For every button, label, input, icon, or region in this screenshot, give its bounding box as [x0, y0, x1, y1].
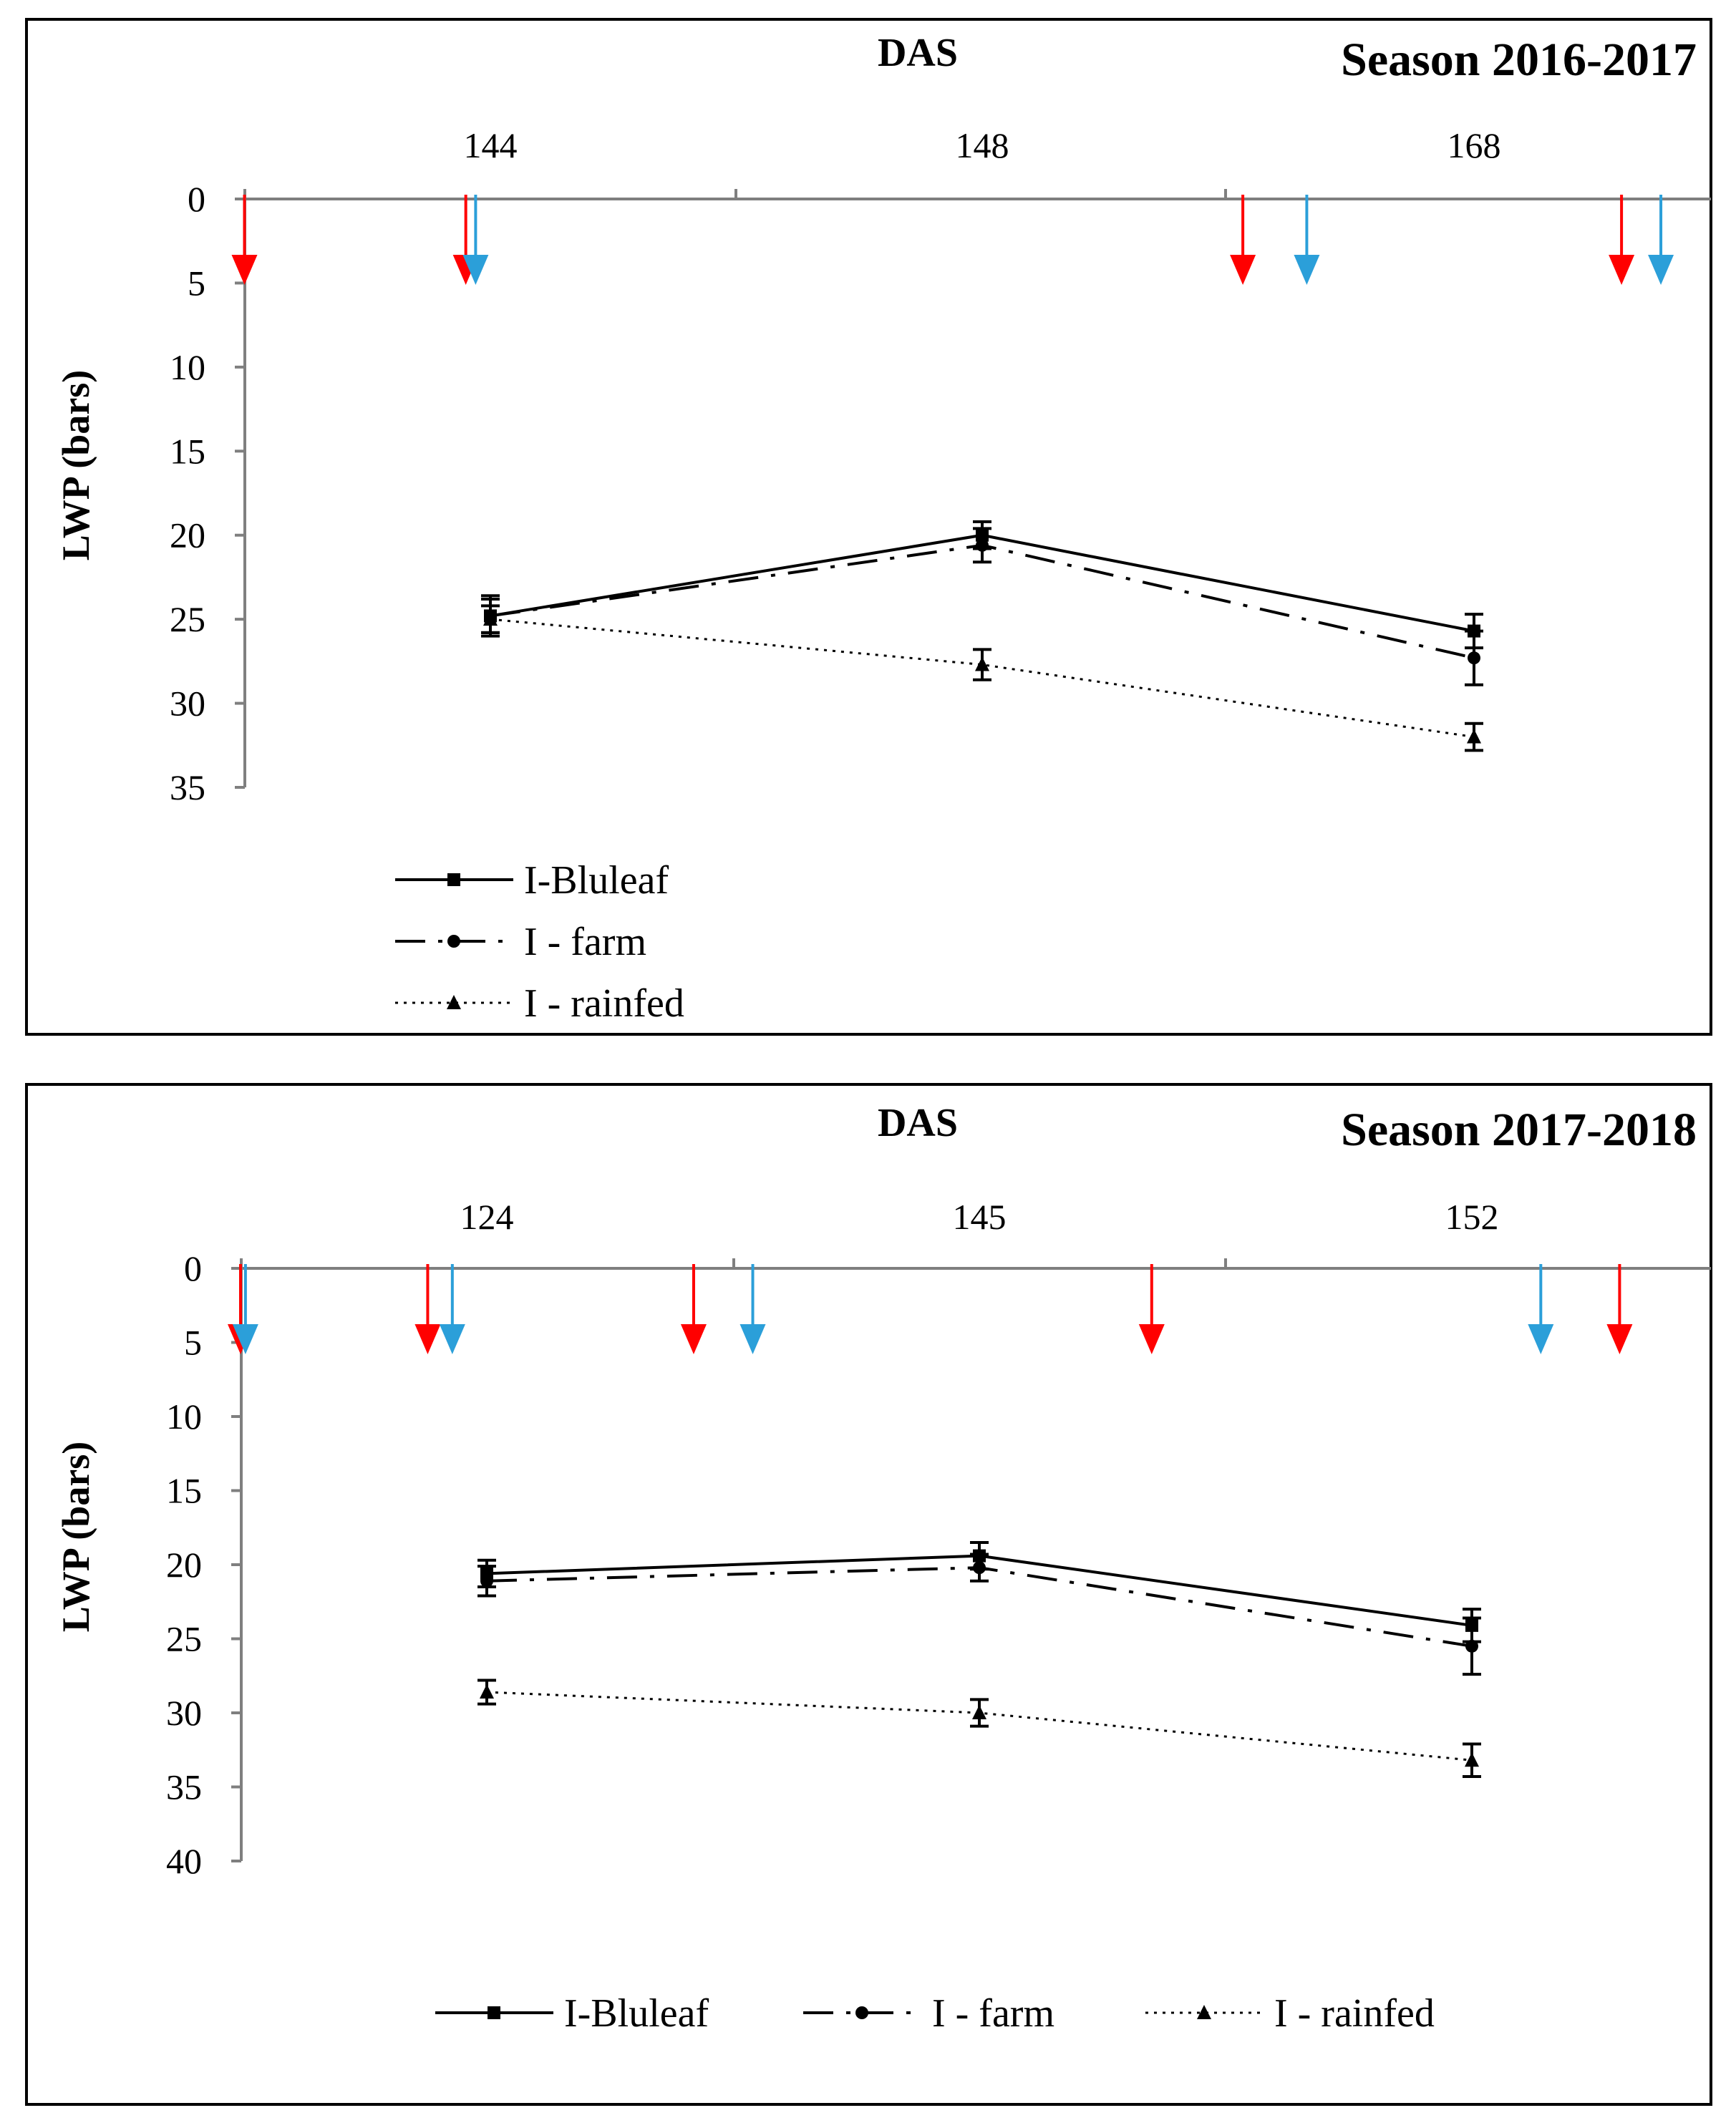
data-point [1468, 651, 1480, 665]
y-tick-label: 0 [188, 179, 205, 219]
legend-item: I-Bluleaf [435, 1991, 709, 2036]
y-tick-label: 5 [188, 263, 205, 303]
chart-panel-2017-2018: DAS Season 2017-2018 LWP (bars) 124 145 15… [25, 1083, 1712, 2106]
x-tick-labels: 144 148 168 [464, 125, 1501, 165]
y-axis-title: LWP (bars) [54, 1442, 97, 1633]
blue-arrow-marker [1648, 195, 1674, 285]
legend: I-Bluleaf I - farm I - rainfed [435, 1991, 1435, 2036]
legend-label: I-Bluleaf [524, 858, 669, 903]
data-point [483, 611, 498, 626]
blue-arrow-marker [1294, 195, 1320, 285]
y-tick-label: 10 [166, 1396, 202, 1437]
series-line [486, 1691, 1473, 1762]
y-tick-label: 10 [170, 347, 205, 387]
legend-marker [1197, 2005, 1211, 2019]
blue-arrow-marker [439, 1264, 465, 1354]
legend-marker [447, 995, 461, 1009]
y-tick-label: 35 [166, 1767, 202, 1807]
y-tick-label: 25 [166, 1619, 202, 1659]
legend-label: I-Bluleaf [564, 1991, 709, 2036]
axes [231, 1258, 1711, 1862]
data-point [1465, 1752, 1479, 1767]
blue-arrow-marker [462, 195, 489, 285]
red-arrow-marker [1609, 195, 1635, 285]
x-tick-label: 152 [1445, 1197, 1499, 1237]
x-tick-label: 144 [464, 125, 518, 165]
y-tick-label: 5 [184, 1323, 202, 1363]
legend-label: I - rainfed [1274, 1991, 1435, 2036]
x-tick-label: 145 [953, 1197, 1007, 1237]
y-tick-label: 15 [166, 1471, 202, 1511]
legend-marker [447, 935, 460, 948]
legend-label: I - farm [524, 920, 646, 964]
y-axis-title: LWP (bars) [54, 370, 97, 561]
data-point [973, 1561, 986, 1575]
chart-title: Season 2017-2018 [1341, 1104, 1697, 1156]
legend-item: I-Bluleaf [395, 858, 669, 903]
blue-arrow-marker [232, 1264, 258, 1354]
legend-marker [447, 873, 460, 886]
x-tick-label: 148 [956, 125, 1009, 165]
x-tick-label: 168 [1448, 125, 1501, 165]
legend-label: I - farm [932, 1991, 1054, 2036]
data-point [972, 1705, 986, 1719]
red-arrow-marker [1138, 1264, 1165, 1354]
red-arrow-marker [680, 1264, 707, 1354]
blue-arrow-marker [1528, 1264, 1554, 1354]
y-tick-label: 25 [170, 599, 205, 639]
x-tick-labels: 124 145 152 [460, 1197, 1499, 1237]
data-point [480, 1684, 494, 1699]
y-tick-label: 15 [170, 431, 205, 471]
y-tick-labels: 0 5 10 15 20 25 30 35 [170, 179, 205, 807]
y-tick-label: 0 [184, 1248, 202, 1288]
legend-marker [855, 2006, 868, 2019]
y-tick-label: 30 [166, 1693, 202, 1733]
x-tick-label: 124 [460, 1197, 514, 1237]
axes [235, 189, 1711, 789]
red-arrow-marker [231, 195, 258, 285]
x-axis-title: DAS [878, 31, 958, 75]
series-line [490, 618, 1475, 739]
legend-marker [488, 2006, 500, 2019]
data-point [976, 538, 989, 552]
legend-label: I - rainfed [524, 981, 684, 1026]
data-point [1467, 729, 1481, 744]
red-arrow-marker [1606, 1264, 1633, 1354]
event-arrows [231, 195, 1674, 285]
data-point [480, 1574, 493, 1588]
y-tick-label: 40 [166, 1841, 202, 1881]
series-i-rainfed [477, 1678, 1481, 1779]
legend-item: I - rainfed [395, 981, 684, 1026]
legend-item: I - rainfed [1145, 1991, 1435, 2036]
panel-frame [25, 1083, 1712, 2106]
series-i-farm [477, 1553, 1481, 1676]
legend-item: I - farm [395, 920, 646, 964]
y-tick-label: 20 [170, 515, 205, 555]
series-i-rainfed [481, 604, 1483, 752]
blue-arrow-marker [740, 1264, 766, 1354]
data-point [1465, 1639, 1478, 1653]
y-tick-label: 30 [170, 684, 205, 724]
event-arrows [228, 1264, 1633, 1354]
red-arrow-marker [1230, 195, 1256, 285]
red-arrow-marker [414, 1264, 441, 1354]
legend-item: I - farm [803, 1991, 1054, 2036]
legend: I-Bluleaf I - farm I - rainfed [395, 858, 684, 1026]
y-tick-labels: 0 5 10 15 20 25 30 35 40 [166, 1248, 202, 1881]
panel-frame [25, 18, 1712, 1036]
chart-title: Season 2016-2017 [1341, 34, 1697, 86]
series-group [481, 520, 1483, 752]
chart-panel-2016-2017: DAS Season 2016-2017 LWP (bars) 144 148 16… [25, 18, 1712, 1036]
y-tick-label: 20 [166, 1545, 202, 1585]
data-point [975, 656, 989, 671]
series-group [477, 1540, 1481, 1779]
x-axis-title: DAS [878, 1101, 958, 1145]
y-tick-label: 35 [170, 767, 205, 807]
